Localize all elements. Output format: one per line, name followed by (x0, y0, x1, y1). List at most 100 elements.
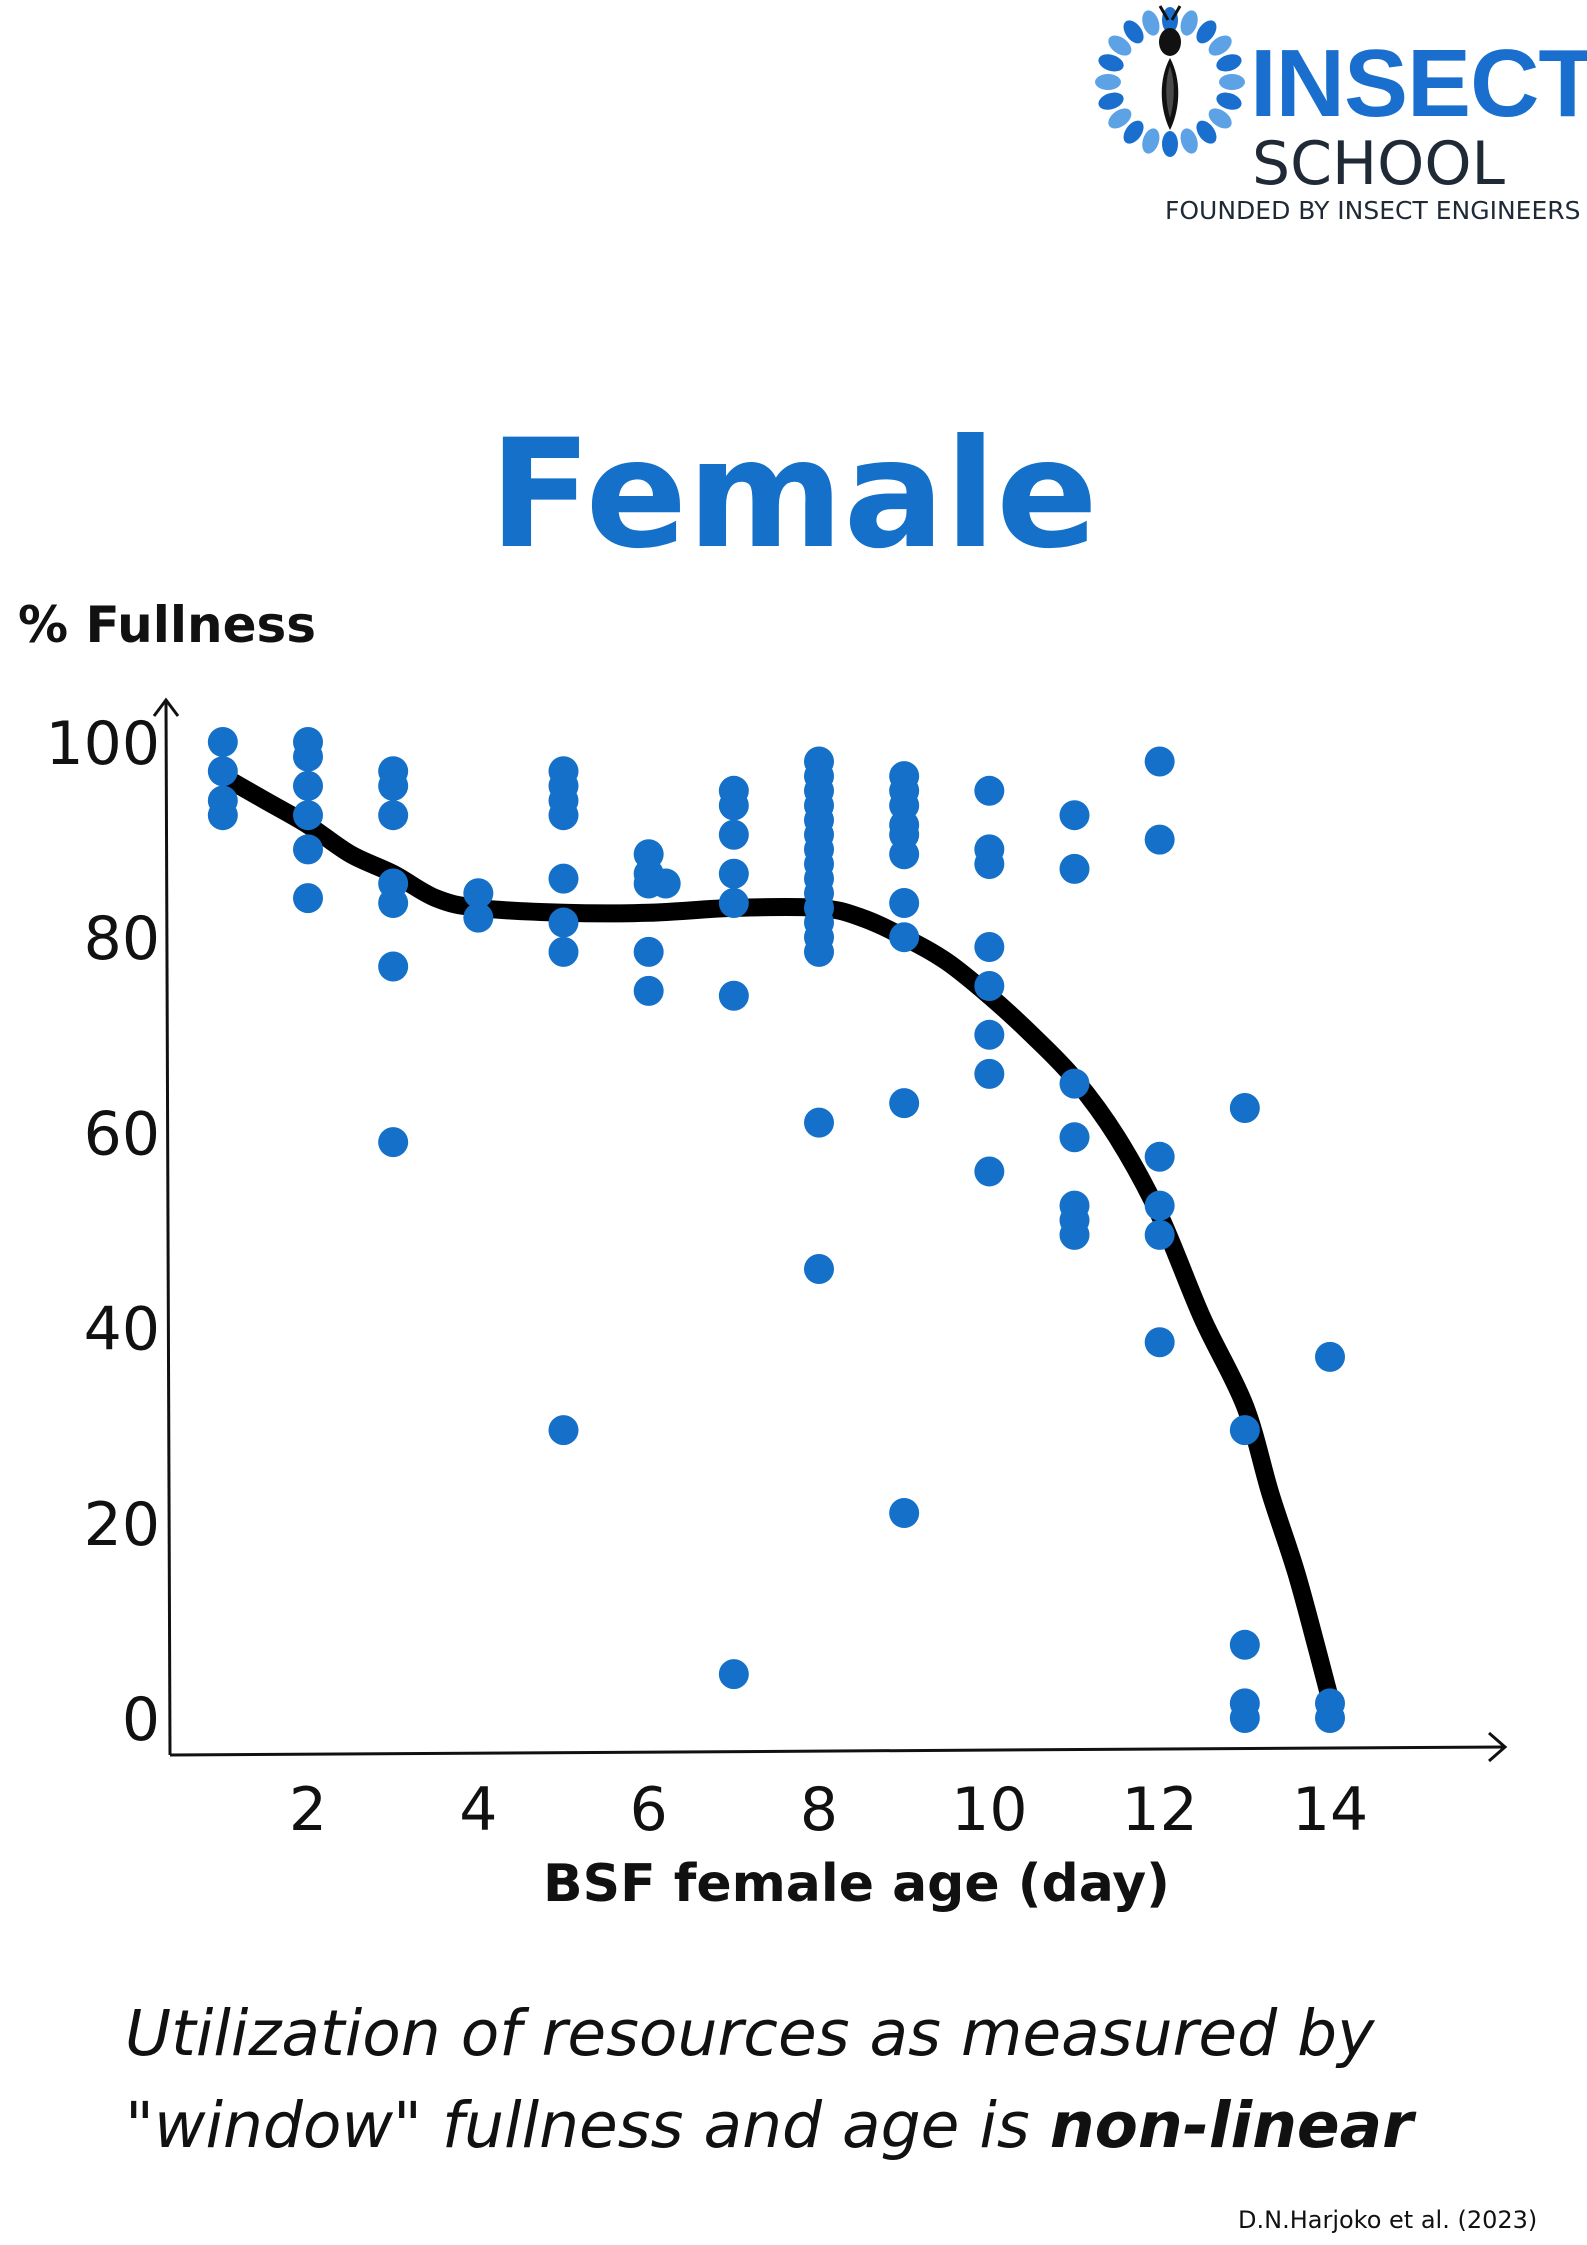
sunburst-petal (1123, 120, 1144, 144)
data-point (1059, 853, 1090, 884)
sunburst-petal (1095, 74, 1121, 90)
data-point (633, 936, 664, 967)
sunburst-petal (1142, 10, 1160, 36)
x-axis-line (169, 1745, 1506, 1757)
data-point (804, 1254, 834, 1285)
sunburst-petal (1142, 128, 1160, 154)
sunburst-petal (1216, 54, 1242, 72)
y-tick-label: 60 (84, 1099, 160, 1169)
data-point (378, 888, 409, 919)
data-point (974, 971, 1005, 1001)
insect-sunburst-logo-icon (1095, 5, 1245, 157)
sunburst-petal (1098, 54, 1124, 72)
data-point (1144, 1190, 1175, 1221)
sunburst-petal (1108, 108, 1132, 129)
data-point (293, 834, 323, 865)
data-point (1144, 1327, 1175, 1358)
y-tick-label: 80 (84, 904, 160, 974)
logo-subtitle: SCHOOL (1252, 129, 1505, 199)
data-point (548, 800, 579, 831)
y-axis-arrow (152, 697, 180, 717)
y-tick-labels: 0 20 40 60 80 100 (45, 709, 160, 1755)
data-point (974, 1058, 1005, 1089)
data-point (207, 727, 238, 757)
data-point (650, 868, 681, 899)
data-point (804, 936, 834, 967)
data-point (718, 819, 749, 850)
data-point (293, 741, 323, 772)
y-tick-label: 100 (45, 709, 160, 779)
x-axis-arrow (1488, 1731, 1508, 1763)
data-point (889, 1088, 920, 1119)
data-point (1144, 1141, 1175, 1172)
data-point (463, 878, 494, 909)
x-axis-label: BSF female age (day) (543, 1854, 1170, 1914)
sunburst-petal (1098, 92, 1124, 110)
data-point (463, 902, 494, 933)
data-point (1229, 1093, 1260, 1123)
data-point (1315, 1703, 1345, 1733)
data-point (548, 936, 579, 967)
data-point (1059, 1219, 1090, 1250)
x-tick-label: 10 (951, 1775, 1027, 1845)
data-point (1144, 746, 1175, 777)
data-point (974, 1156, 1005, 1187)
data-point (207, 800, 238, 831)
x-tick-label: 2 (289, 1775, 327, 1845)
data-points (207, 727, 1345, 1733)
sunburst-petal (1180, 10, 1198, 36)
data-point (1229, 1415, 1260, 1446)
logo-tagline: FOUNDED BY INSECT ENGINEERS (1165, 196, 1581, 225)
y-tick-label: 40 (84, 1295, 160, 1365)
citation: D.N.Harjoko et al. (2023) (1238, 2206, 1538, 2234)
sunburst-petal (1219, 74, 1245, 90)
y-tick-label: 0 (122, 1685, 160, 1755)
data-point (1229, 1629, 1260, 1660)
data-point (293, 800, 323, 831)
data-point (889, 839, 920, 870)
sunburst-petal (1196, 120, 1217, 144)
data-point (1059, 1122, 1090, 1153)
data-point (293, 770, 323, 801)
data-point (974, 931, 1005, 962)
data-point (1059, 800, 1090, 831)
x-tick-label: 6 (630, 1775, 668, 1845)
data-point (889, 922, 920, 953)
y-tick-label: 20 (84, 1490, 160, 1560)
x-tick-label: 12 (1121, 1775, 1197, 1845)
data-point (974, 849, 1005, 879)
bee-body-icon (1158, 5, 1182, 130)
data-point (378, 800, 409, 831)
chart-title: Female (489, 408, 1098, 582)
x-tick-label: 14 (1292, 1775, 1368, 1845)
data-point (207, 756, 238, 787)
axes (152, 697, 1508, 1763)
sunburst-petal (1208, 108, 1232, 129)
data-point (718, 858, 749, 889)
x-tick-label: 8 (800, 1775, 838, 1845)
data-point (718, 1659, 749, 1690)
x-tick-label: 4 (459, 1775, 497, 1845)
data-point (718, 888, 749, 919)
data-point (1315, 1341, 1345, 1372)
data-point (548, 907, 579, 938)
data-point (889, 1498, 920, 1529)
x-tick-labels: 2 4 6 8 10 12 14 (289, 1775, 1368, 1845)
data-point (378, 770, 409, 801)
data-point (378, 951, 409, 982)
sunburst-petal (1123, 20, 1144, 44)
data-point (804, 1107, 834, 1138)
data-point (293, 883, 323, 914)
caption-text: Utilization of resources as measured by … (125, 1997, 1375, 2162)
data-point (548, 863, 579, 894)
y-axis-label: % Fullness (18, 596, 317, 654)
data-point (548, 1415, 579, 1446)
caption-emphasis: non-linear (1049, 2089, 1414, 2162)
sunburst-petal (1208, 35, 1232, 56)
data-point (974, 1019, 1005, 1050)
data-point (633, 975, 664, 1006)
data-point (378, 1127, 409, 1158)
data-point (889, 888, 920, 919)
caption: Utilization of resources as measured by … (125, 1988, 1545, 2172)
